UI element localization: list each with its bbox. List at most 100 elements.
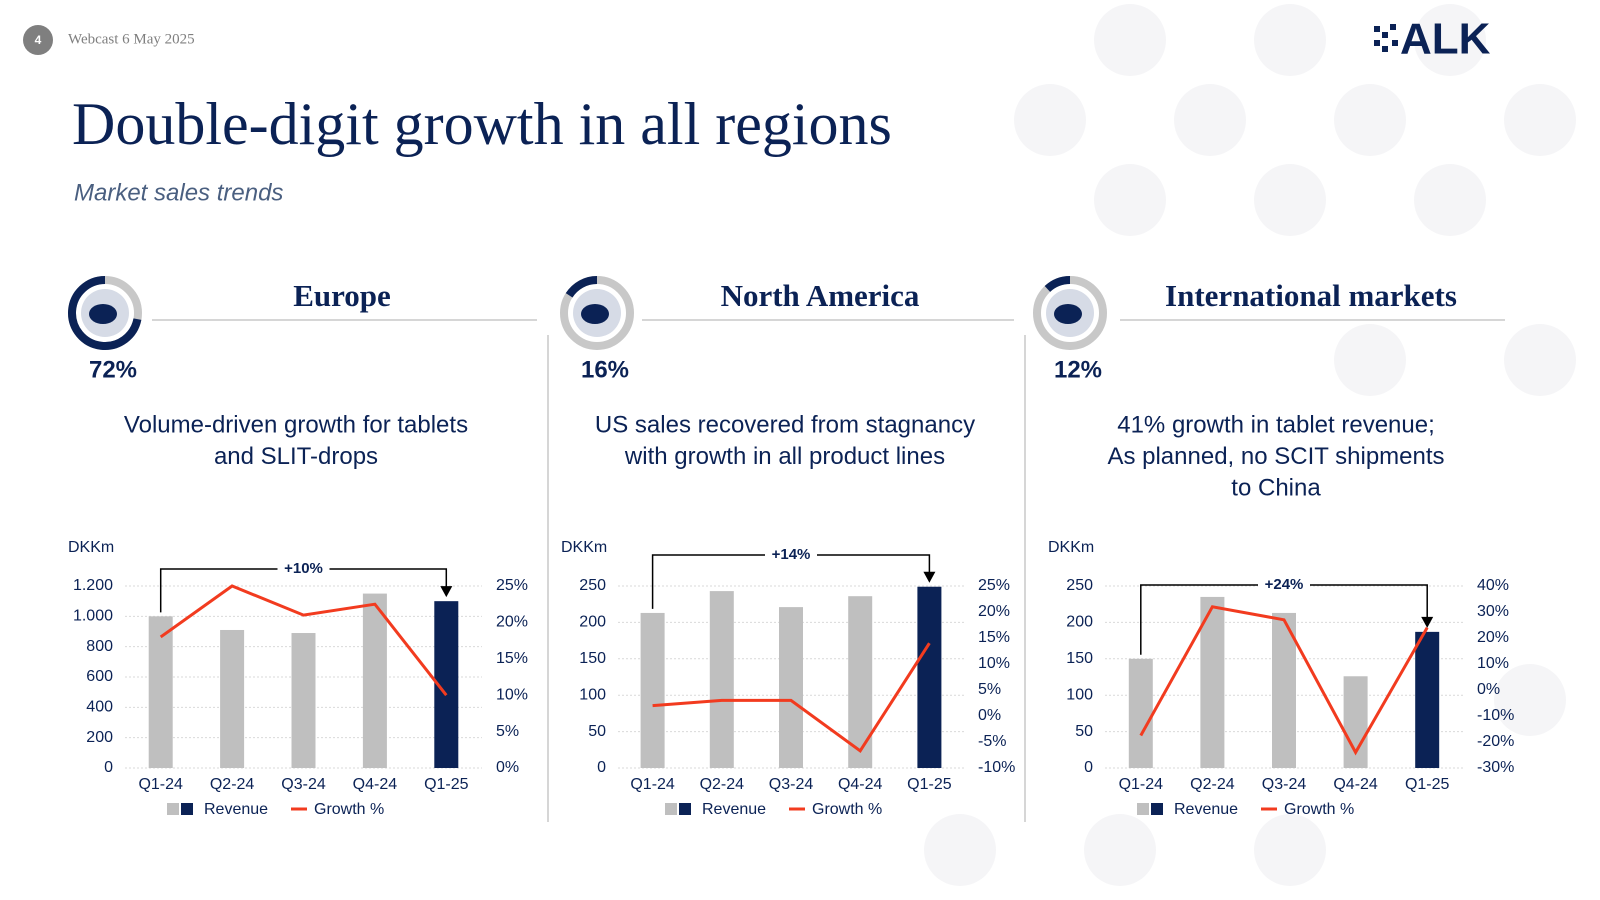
bracket-arrow [440,586,453,598]
y-tick-label: 150 [579,650,606,667]
growth-line [1139,605,1429,756]
y-tick-label: 400 [86,699,113,716]
y-axis-label: DKKm [561,539,607,556]
x-tick-label: Q3-24 [281,776,326,793]
share-label: 12% [1054,356,1102,383]
legend-swatch [1151,803,1163,815]
x-tick-label: Q1-25 [907,776,952,793]
y2-tick-label: 10% [978,655,1010,672]
y-tick-label: 0 [597,759,606,776]
x-tick-label: Q2-24 [210,776,255,793]
logo-mark [1374,24,1398,52]
y-tick-label: 50 [1075,723,1093,740]
bar [148,616,173,768]
x-tick-label: Q3-24 [769,776,814,793]
y-axis-label: DKKm [68,539,114,556]
legend-label: Revenue [204,801,268,818]
bracket-arrow [923,571,936,583]
bar [640,612,665,768]
x-tick-label: Q4-24 [838,776,883,793]
y2-tick-label: 25% [978,577,1010,594]
slide-subtitle: Market sales trends [74,179,283,206]
y-tick-label: 250 [1066,577,1093,594]
x-tick-label: Q1-24 [630,776,675,793]
legend-label: Growth % [314,801,384,818]
share-ring [565,276,598,298]
growth-annotation: +24% [1265,576,1304,593]
bracket-arrow [1421,616,1434,628]
growth-line [159,584,448,697]
bar [1128,658,1153,768]
legend-label: Growth % [812,801,882,818]
bar [709,591,734,768]
slide-title: Double-digit growth in all regions [72,91,892,157]
y2-tick-label: 0% [1477,681,1500,698]
y-tick-label: 0 [104,759,113,776]
y2-tick-label: 25% [496,577,528,594]
y-tick-label: 1.000 [73,608,113,625]
x-tick-label: Q1-24 [1119,776,1164,793]
x-tick-label: Q1-25 [1405,776,1450,793]
y2-tick-label: 10% [1477,655,1509,672]
region-description: with growth in all product lines [624,443,945,470]
region-description: 41% growth in tablet revenue; [1117,411,1435,438]
y-tick-label: 200 [579,614,606,631]
region-map [581,304,609,324]
y2-tick-label: -5% [978,733,1006,750]
y2-tick-label: 0% [496,759,519,776]
y2-tick-label: 0% [978,707,1001,724]
x-tick-label: Q4-24 [1333,776,1378,793]
y2-tick-label: 40% [1477,577,1509,594]
bar [779,607,803,768]
logo: ALK [1400,15,1491,64]
region-description: US sales recovered from stagnancy [595,411,975,438]
annotation-bg [277,559,330,579]
bar [848,596,873,768]
y-tick-label: 0 [1084,759,1093,776]
growth-line [652,642,931,753]
y2-tick-label: -20% [1477,733,1514,750]
bar [1272,612,1296,768]
y-tick-label: 100 [579,686,606,703]
y2-tick-label: 5% [978,681,1001,698]
y-tick-label: 200 [86,729,113,746]
y-tick-label: 600 [86,668,113,685]
share-ring [68,276,142,350]
y2-tick-label: -30% [1477,759,1514,776]
x-tick-label: Q3-24 [1262,776,1307,793]
y2-tick-label: 20% [496,614,528,631]
y-tick-label: 150 [1066,650,1093,667]
region-heading: International markets [1165,278,1457,313]
region-heading: Europe [293,278,391,313]
y2-tick-label: 10% [496,686,528,703]
y2-tick-label: 20% [978,603,1010,620]
legend-label: Growth % [1284,801,1354,818]
region-description: As planned, no SCIT shipments [1107,443,1444,470]
legend-swatch [1137,803,1149,815]
y2-tick-label: 15% [496,650,528,667]
y2-tick-label: -10% [978,759,1015,776]
y-tick-label: 250 [579,577,606,594]
y-tick-label: 50 [588,723,606,740]
x-tick-label: Q1-24 [138,776,183,793]
y-axis-label: DKKm [1048,539,1094,556]
bar [1200,596,1225,768]
bar [291,633,316,768]
region-map [1054,304,1082,324]
region-description: to China [1231,474,1321,501]
y2-tick-label: 5% [496,723,519,740]
region-heading: North America [721,278,920,313]
bar [1415,631,1440,768]
webcast-date: Webcast 6 May 2025 [68,31,195,47]
x-tick-label: Q4-24 [353,776,398,793]
background-pattern [924,4,1576,886]
annotation-bg [765,545,817,565]
region-map [89,304,117,324]
legend-swatch [665,803,677,815]
region-description: and SLIT-drops [214,443,378,470]
share-ring [1044,276,1071,293]
legend-swatch [679,803,691,815]
annotation-bg [1258,575,1310,595]
